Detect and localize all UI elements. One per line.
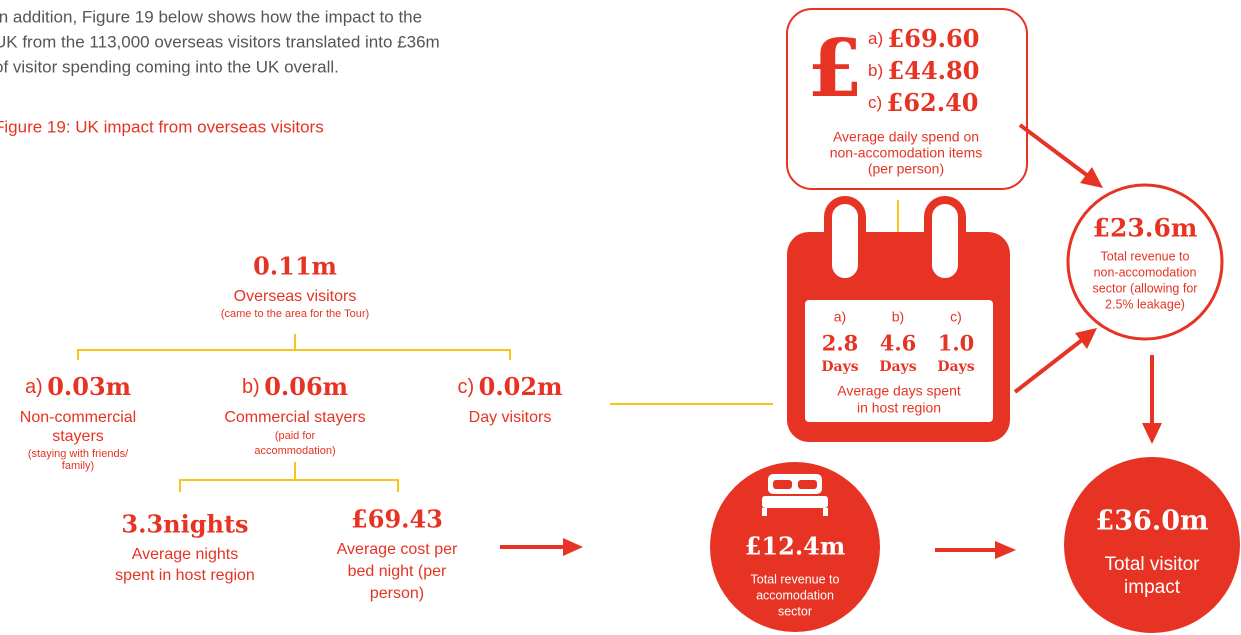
non-accommodation-label: non-accomodation [1094,265,1197,279]
segment-a: a) 0.03m [25,372,131,401]
total-label: impact [1124,577,1181,598]
accommodation-circle [710,462,880,632]
accommodation-label: accomodation [756,588,834,602]
cost-value: £69.43 [351,505,443,534]
spend-label: Average daily spend on [833,129,979,145]
calendar-ring [924,196,966,286]
segment-label: Commercial stayers [224,409,365,426]
cost-label: Average cost per [337,541,458,558]
accommodation-value: £12.4m [745,532,846,561]
pillow [798,480,817,489]
segment-c: c) 0.02m [458,372,563,401]
arrow [1013,338,1084,394]
accommodation-label: Total revenue to [751,572,840,586]
days-prefix: b) [892,309,904,325]
total-label: Total visitor [1104,554,1200,575]
nights-value: 3.3nights [121,510,248,539]
accommodation-label: sector [778,604,812,618]
calendar-page [805,300,993,422]
spend-label: (per person) [868,161,944,177]
total-value: £36.0m [1095,506,1208,537]
nights-label: Average nights [132,546,238,563]
segment-label: Non-commercial [20,409,136,426]
arrow [1018,123,1090,178]
arrow-head [1075,328,1097,349]
segment-label: Day visitors [469,409,552,426]
days-unit: Days [879,359,916,375]
non-accommodation-circle [1066,183,1224,341]
tree-line [179,462,399,492]
calendar-ring [824,196,866,286]
arrow-head [1080,167,1103,188]
days-unit: Days [821,359,858,375]
nights-label: spent in host region [115,567,255,584]
segment-note: accommodation) [254,445,335,457]
non-accommodation-label: Total revenue to [1101,249,1190,263]
days-value: 4.6 [880,331,917,356]
arrow-head [1142,423,1162,444]
spend-item: a) £69.60 [868,24,979,53]
visitors-value: 0.11m [253,252,337,281]
spend-label: non-accomodation items [830,145,983,161]
spend-box [786,8,1028,190]
days-value: 2.8 [822,331,859,356]
segment-b: b) 0.06m [242,372,348,401]
days-label: in host region [857,400,941,416]
days-value: 1.0 [938,331,975,356]
arrow-head [995,541,1016,559]
total-circle [1064,457,1240,633]
non-accommodation-label: 2.5% leakage) [1105,297,1185,311]
spend-item: b) £44.80 [868,56,979,85]
segment-label: stayers [52,428,104,445]
intro-line: of visitor spending coming into the UK o… [0,57,339,76]
spend-item: c) £62.40 [868,88,978,117]
segment-note: (staying with friends/ [28,448,129,460]
arrow-head [563,538,583,556]
intro-line: In addition, Figure 19 below shows how t… [0,7,422,26]
non-accommodation-value: £23.6m [1093,214,1198,243]
cost-label: bed night (per [348,563,447,580]
days-prefix: c) [950,309,962,325]
pillow [773,480,792,489]
days-label: Average days spent [837,383,961,399]
non-accommodation-label: sector (allowing for [1093,281,1198,295]
pound-symbol: £ [807,21,863,115]
segment-note: (paid for [275,430,316,442]
segment-note: family) [62,460,94,472]
intro-line: UK from the 113,000 overseas visitors tr… [0,32,440,51]
days-prefix: a) [834,309,846,325]
visitors-label: Overseas visitors [234,288,357,305]
days-unit: Days [937,359,974,375]
tree-line [77,334,511,360]
visitors-note: (came to the area for the Tour) [221,308,369,320]
caption: Figure 19: UK impact from overseas visit… [0,117,324,136]
cost-label: person) [370,585,424,602]
